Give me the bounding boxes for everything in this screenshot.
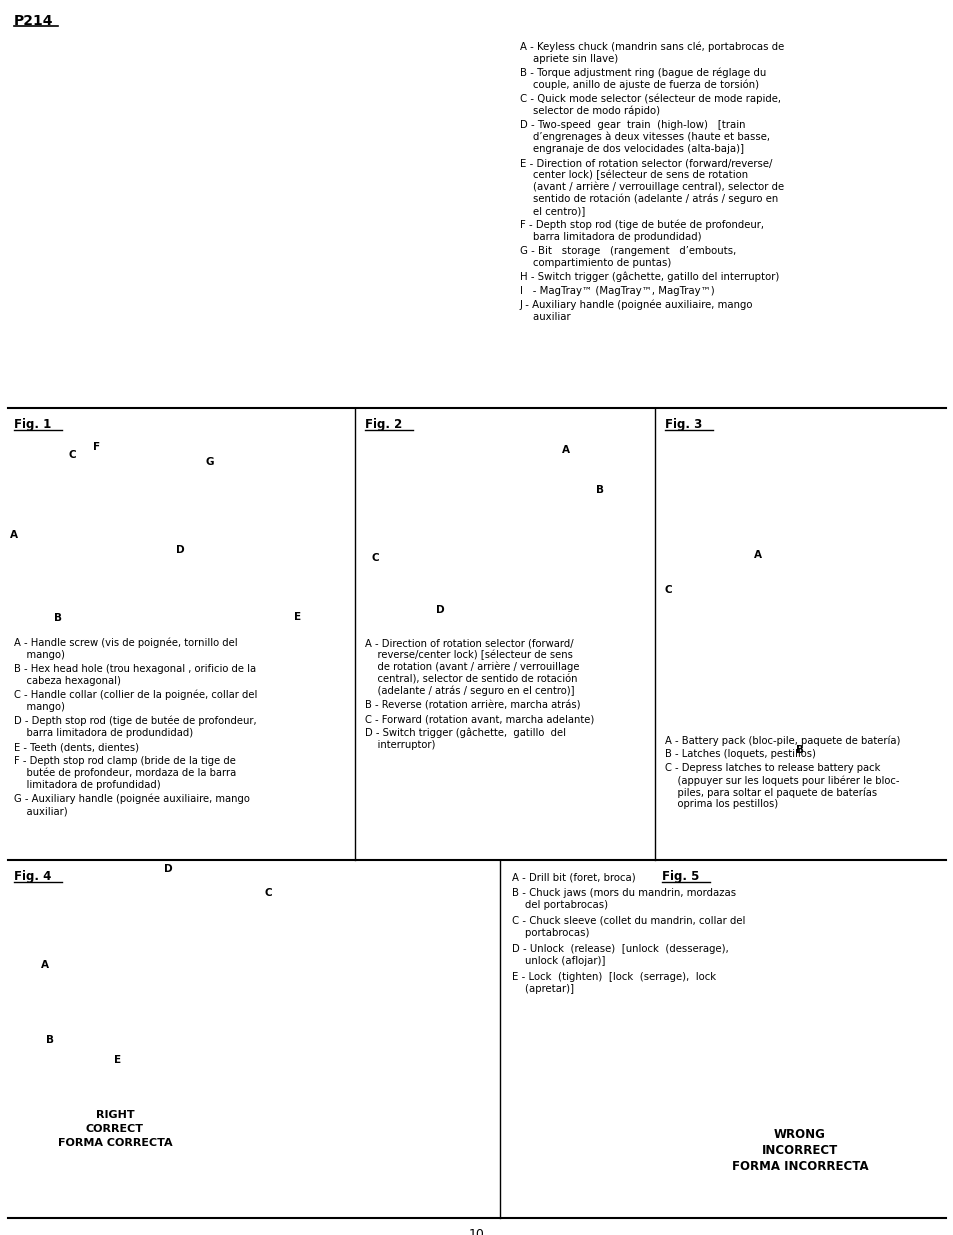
Text: F - Depth stop rod clamp (bride de la tige de: F - Depth stop rod clamp (bride de la ti…: [14, 756, 235, 766]
Text: WRONG: WRONG: [773, 1128, 825, 1141]
Text: FORMA CORRECTA: FORMA CORRECTA: [57, 1137, 172, 1149]
Text: del portabrocas): del portabrocas): [512, 900, 607, 910]
Text: limitadora de profundidad): limitadora de profundidad): [14, 781, 160, 790]
Text: D - Depth stop rod (tige de butée de profondeur,: D - Depth stop rod (tige de butée de pro…: [14, 716, 256, 726]
Text: C - Handle collar (collier de la poignée, collar del: C - Handle collar (collier de la poignée…: [14, 690, 257, 700]
Text: engranaje de dos velocidades (alta-baja)]: engranaje de dos velocidades (alta-baja)…: [519, 144, 743, 154]
Text: D: D: [436, 605, 444, 615]
Text: FORMA INCORRECTA: FORMA INCORRECTA: [731, 1160, 867, 1173]
Text: auxiliar): auxiliar): [14, 806, 68, 816]
Text: C - Quick mode selector (sélecteur de mode rapide,: C - Quick mode selector (sélecteur de mo…: [519, 94, 781, 105]
Text: G: G: [206, 457, 214, 467]
Text: A - Direction of rotation selector (forward/: A - Direction of rotation selector (forw…: [365, 638, 573, 648]
Text: F: F: [93, 442, 100, 452]
Text: butée de profondeur, mordaza de la barra: butée de profondeur, mordaza de la barra: [14, 768, 236, 778]
Text: C - Forward (rotation avant, marcha adelante): C - Forward (rotation avant, marcha adel…: [365, 714, 594, 724]
Text: D - Two-speed  gear  train  (high-low)   [train: D - Two-speed gear train (high-low) [tra…: [519, 120, 744, 130]
Text: CORRECT: CORRECT: [86, 1124, 144, 1134]
Text: d’engrenages à deux vitesses (haute et basse,: d’engrenages à deux vitesses (haute et b…: [519, 132, 769, 142]
Text: 10: 10: [469, 1228, 484, 1235]
Text: Fig. 5: Fig. 5: [661, 869, 699, 883]
Text: A: A: [41, 960, 49, 969]
Text: C: C: [663, 585, 671, 595]
Text: B: B: [54, 613, 62, 622]
Text: el centro)]: el centro)]: [519, 206, 585, 216]
Text: center lock) [sélecteur de sens de rotation: center lock) [sélecteur de sens de rotat…: [519, 170, 747, 180]
Text: E - Teeth (dents, dientes): E - Teeth (dents, dientes): [14, 742, 139, 752]
Text: (adelante / atrás / seguro en el centro)]: (adelante / atrás / seguro en el centro)…: [365, 685, 574, 697]
Text: (appuyer sur les loquets pour libérer le bloc-: (appuyer sur les loquets pour libérer le…: [664, 776, 899, 785]
Text: cabeza hexagonal): cabeza hexagonal): [14, 676, 121, 685]
Text: A - Keyless chuck (mandrin sans clé, portabrocas de: A - Keyless chuck (mandrin sans clé, por…: [519, 42, 783, 53]
Text: Fig. 1: Fig. 1: [14, 417, 51, 431]
Text: A - Battery pack (bloc-pile, paquete de batería): A - Battery pack (bloc-pile, paquete de …: [664, 735, 900, 746]
Text: sentido de rotación (adelante / atrás / seguro en: sentido de rotación (adelante / atrás / …: [519, 194, 778, 205]
Text: central), selector de sentido de rotación: central), selector de sentido de rotació…: [365, 674, 577, 684]
Text: D - Switch trigger (gâchette,  gatillo  del: D - Switch trigger (gâchette, gatillo de…: [365, 727, 565, 739]
Text: C - Chuck sleeve (collet du mandrin, collar del: C - Chuck sleeve (collet du mandrin, col…: [512, 915, 744, 925]
Text: barra limitadora de produndidad): barra limitadora de produndidad): [519, 232, 700, 242]
Text: compartimiento de puntas): compartimiento de puntas): [519, 258, 671, 268]
Text: B - Latches (loquets, pestillos): B - Latches (loquets, pestillos): [664, 748, 815, 760]
Text: barra limitadora de produndidad): barra limitadora de produndidad): [14, 727, 193, 739]
Text: B - Torque adjustment ring (bague de réglage du: B - Torque adjustment ring (bague de rég…: [519, 68, 765, 79]
Text: C: C: [264, 888, 272, 898]
Text: B: B: [46, 1035, 54, 1045]
Text: F - Depth stop rod (tige de butée de profondeur,: F - Depth stop rod (tige de butée de pro…: [519, 220, 763, 231]
Text: D: D: [164, 864, 172, 874]
Text: P214: P214: [14, 14, 53, 28]
Text: de rotation (avant / arrière / verrouillage: de rotation (avant / arrière / verrouill…: [365, 662, 578, 673]
Text: auxiliar: auxiliar: [519, 312, 570, 322]
Text: J - Auxiliary handle (poignée auxiliaire, mango: J - Auxiliary handle (poignée auxiliaire…: [519, 300, 753, 310]
Text: couple, anillo de ajuste de fuerza de torsión): couple, anillo de ajuste de fuerza de to…: [519, 80, 759, 90]
Text: Fig. 3: Fig. 3: [664, 417, 701, 431]
Text: (avant / arrière / verrouillage central), selector de: (avant / arrière / verrouillage central)…: [519, 182, 783, 193]
Text: portabrocas): portabrocas): [512, 927, 589, 939]
Text: A - Drill bit (foret, broca): A - Drill bit (foret, broca): [512, 872, 635, 882]
Text: C: C: [68, 450, 75, 459]
Text: A - Handle screw (vis de poignée, tornillo del: A - Handle screw (vis de poignée, tornil…: [14, 638, 237, 648]
Text: B - Hex head hole (trou hexagonal , orificio de la: B - Hex head hole (trou hexagonal , orif…: [14, 664, 255, 674]
Text: C: C: [371, 553, 378, 563]
Text: A: A: [10, 530, 18, 540]
Text: A: A: [753, 550, 761, 559]
Text: apriete sin llave): apriete sin llave): [519, 54, 618, 64]
Text: E: E: [114, 1055, 121, 1065]
Text: Fig. 2: Fig. 2: [365, 417, 402, 431]
Text: D - Unlock  (release)  [unlock  (desserage),: D - Unlock (release) [unlock (desserage)…: [512, 944, 728, 953]
Text: B: B: [795, 745, 803, 755]
Text: reverse/center lock) [sélecteur de sens: reverse/center lock) [sélecteur de sens: [365, 650, 572, 661]
Text: G - Auxiliary handle (poignée auxiliaire, mango: G - Auxiliary handle (poignée auxiliaire…: [14, 794, 250, 804]
Text: H - Switch trigger (gâchette, gatillo del interruptor): H - Switch trigger (gâchette, gatillo de…: [519, 272, 779, 283]
Text: D: D: [175, 545, 184, 555]
Text: G - Bit   storage   (rangement   d’embouts,: G - Bit storage (rangement d’embouts,: [519, 246, 736, 256]
Text: E: E: [294, 613, 301, 622]
Text: C - Depress latches to release battery pack: C - Depress latches to release battery p…: [664, 763, 880, 773]
Text: Fig. 4: Fig. 4: [14, 869, 51, 883]
Text: RIGHT: RIGHT: [95, 1110, 134, 1120]
Text: B - Reverse (rotation arrière, marcha atrás): B - Reverse (rotation arrière, marcha at…: [365, 700, 579, 710]
Text: mango): mango): [14, 650, 65, 659]
Text: piles, para soltar el paquete de baterías: piles, para soltar el paquete de batería…: [664, 787, 876, 798]
Text: interruptor): interruptor): [365, 740, 435, 750]
Text: INCORRECT: INCORRECT: [761, 1144, 838, 1157]
Text: E - Direction of rotation selector (forward/reverse/: E - Direction of rotation selector (forw…: [519, 158, 772, 168]
Text: (apretar)]: (apretar)]: [512, 984, 574, 994]
Text: A: A: [561, 445, 569, 454]
Text: mango): mango): [14, 701, 65, 713]
Text: unlock (aflojar)]: unlock (aflojar)]: [512, 956, 605, 966]
Text: oprima los pestillos): oprima los pestillos): [664, 799, 778, 809]
Text: E - Lock  (tighten)  [lock  (serrage),  lock: E - Lock (tighten) [lock (serrage), lock: [512, 972, 716, 982]
Text: selector de modo rápido): selector de modo rápido): [519, 106, 659, 116]
Text: B: B: [596, 485, 603, 495]
Text: I   - MagTray™ (MagTray™, MagTray™): I - MagTray™ (MagTray™, MagTray™): [519, 287, 714, 296]
Text: B - Chuck jaws (mors du mandrin, mordazas: B - Chuck jaws (mors du mandrin, mordaza…: [512, 888, 736, 898]
